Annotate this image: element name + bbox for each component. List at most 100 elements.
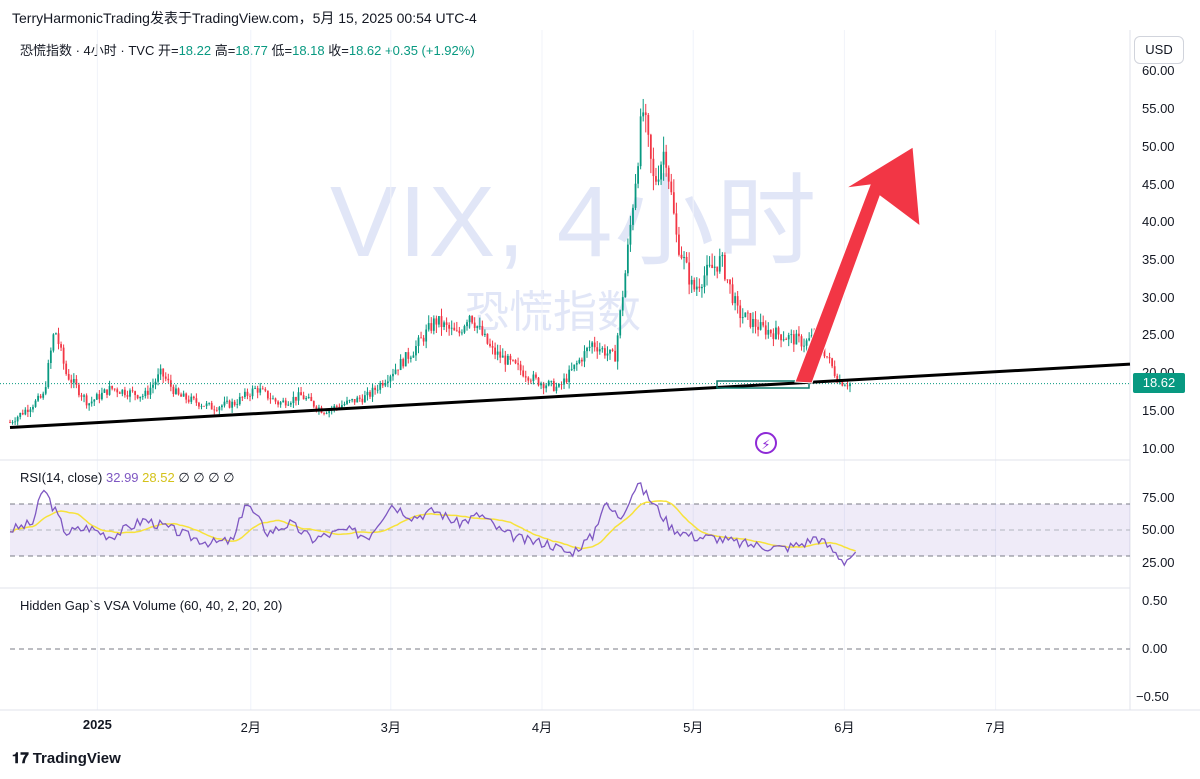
- candle-body: [517, 363, 519, 365]
- rsi-tick-label: 25.00: [1142, 554, 1175, 570]
- candle-body: [116, 389, 119, 393]
- candle-body: [795, 333, 798, 345]
- candle-body: [134, 391, 137, 396]
- candle-body: [379, 382, 382, 390]
- candle-body: [402, 358, 405, 367]
- candle-body: [655, 176, 657, 182]
- candle-body: [606, 353, 609, 356]
- candle-body: [754, 319, 757, 327]
- candle-body: [335, 405, 338, 407]
- candle-body: [139, 396, 142, 399]
- candle-body: [486, 333, 489, 344]
- candle-body: [833, 366, 836, 376]
- candle-body: [473, 322, 476, 328]
- candle-body: [384, 383, 387, 386]
- candle-body: [458, 330, 461, 334]
- candle-body: [846, 385, 849, 387]
- candle-body: [443, 322, 445, 328]
- candle-body: [284, 400, 287, 406]
- candle-body: [734, 296, 737, 304]
- candle-body: [353, 399, 356, 403]
- candle-body: [198, 402, 200, 407]
- symbol-legend[interactable]: 恐慌指数 · 4小时 · TVC 开=18.22 高=18.77 低=18.18…: [20, 40, 475, 59]
- candle-body: [759, 322, 762, 330]
- candle-body: [537, 377, 540, 386]
- candle-body: [381, 382, 384, 386]
- candle-body: [688, 262, 691, 285]
- currency-button[interactable]: USD: [1134, 36, 1184, 64]
- candle-body: [333, 405, 336, 409]
- candle-body: [583, 351, 586, 362]
- candle-body: [626, 244, 629, 274]
- candle-body: [72, 379, 75, 383]
- candle-body: [828, 357, 831, 359]
- candle-body: [601, 348, 604, 350]
- time-tick-label: 2025: [82, 717, 112, 732]
- candle-body: [195, 398, 198, 403]
- price-tick-label: 60.00: [1142, 63, 1175, 79]
- rsi-legend[interactable]: RSI(14, close) 32.99 28.52 ∅ ∅ ∅ ∅: [20, 470, 234, 486]
- candle-body: [103, 389, 106, 393]
- candle-body: [297, 392, 300, 401]
- candle-body: [246, 391, 249, 396]
- candle-body: [180, 394, 182, 397]
- candle-body: [667, 167, 670, 182]
- vsa-legend[interactable]: Hidden Gap`s VSA Volume (60, 40, 2, 20, …: [20, 598, 283, 613]
- candle-body: [279, 402, 282, 405]
- candle-body: [632, 207, 634, 225]
- candle-body: [131, 390, 134, 392]
- candle-body: [757, 326, 759, 330]
- time-tick-label: 6月: [834, 720, 855, 735]
- candle-body: [144, 390, 147, 397]
- candle-body: [85, 395, 88, 406]
- candle-body: [642, 112, 645, 117]
- candle-body: [805, 340, 808, 346]
- candle-body: [718, 256, 721, 272]
- candle-body: [496, 351, 499, 355]
- time-tick-label: 4月: [531, 720, 553, 735]
- candle-body: [637, 166, 639, 184]
- candle-body: [749, 313, 752, 327]
- candle-body: [42, 393, 45, 398]
- price-tick-label: 50.00: [1142, 138, 1175, 154]
- candle-body: [185, 393, 188, 400]
- candle-body: [32, 406, 34, 410]
- candle-body: [65, 363, 68, 374]
- candle-body: [701, 286, 703, 289]
- candle-body: [461, 332, 463, 334]
- candle-body: [662, 151, 665, 165]
- candle-body: [34, 400, 37, 407]
- candle-body: [90, 401, 93, 404]
- candle-body: [52, 334, 55, 351]
- candle-body: [415, 346, 417, 356]
- rsi-ma-value: 28.52: [142, 470, 175, 485]
- candle-body: [532, 374, 535, 382]
- candle-body: [274, 398, 277, 402]
- candle-body: [565, 378, 568, 383]
- candle-body: [586, 347, 588, 352]
- candle-body: [328, 409, 331, 414]
- watermark-title: VIX, 4小时: [330, 166, 819, 278]
- candle-body: [803, 345, 805, 347]
- candle-body: [231, 401, 234, 408]
- candle-body: [420, 337, 422, 339]
- candle-body: [695, 286, 698, 290]
- candle-body: [785, 339, 788, 341]
- candle-body: [560, 383, 563, 385]
- candle-body: [611, 349, 614, 351]
- candle-body: [568, 369, 571, 383]
- candle-body: [746, 312, 749, 314]
- candle-body: [504, 355, 507, 365]
- candle-body: [808, 338, 811, 341]
- candle-body: [841, 380, 844, 386]
- candle-body: [649, 134, 652, 159]
- candle-body: [366, 391, 369, 396]
- candle-body: [744, 312, 747, 318]
- candle-body: [254, 388, 257, 389]
- candle-body: [9, 422, 11, 424]
- candle-body: [351, 399, 354, 401]
- candle-body: [261, 388, 264, 390]
- lightning-icon[interactable]: ⚡: [755, 432, 777, 454]
- candle-body: [221, 405, 223, 408]
